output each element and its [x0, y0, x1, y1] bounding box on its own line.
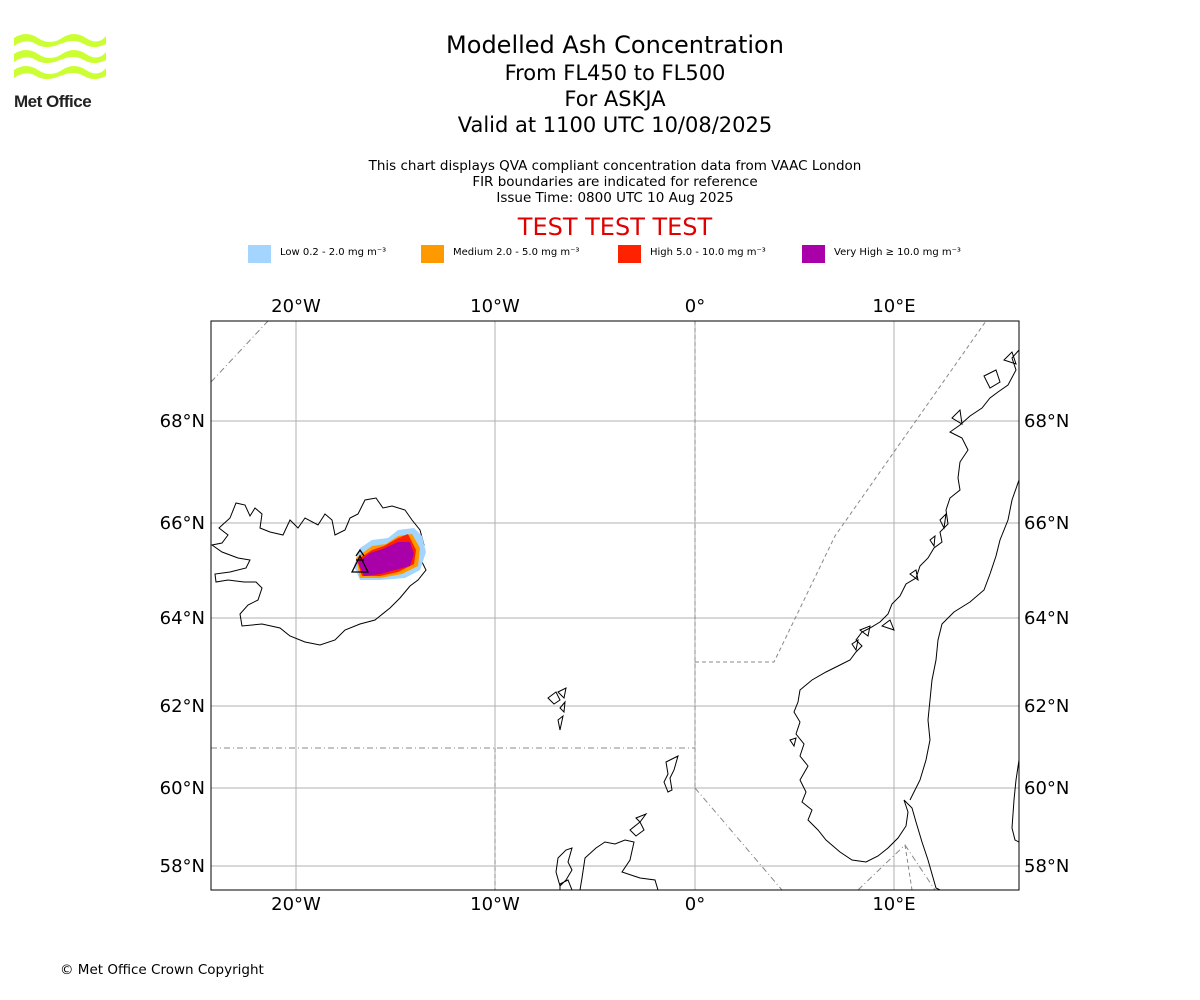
scotland-coast [555, 839, 659, 890]
met-office-logo-text: Met Office [14, 92, 92, 111]
map-content [211, 321, 1019, 890]
chart-subtitle-block: This chart displays QVA compliant concen… [300, 158, 930, 206]
legend-label-very-high: Very High ≥ 10.0 mg m⁻³ [834, 247, 961, 258]
ash-very-high [358, 542, 414, 576]
ash-cloud [354, 528, 426, 580]
fir-note: FIR boundaries are indicated for referen… [472, 174, 758, 190]
legend-swatch-medium [421, 245, 444, 263]
fir-boundaries [211, 321, 936, 890]
legend-label-high: High 5.0 - 10.0 mg m⁻³ [650, 247, 766, 258]
lat-label-left: 58°N [160, 856, 205, 877]
norway-coast [793, 349, 1019, 890]
legend-label-medium: Medium 2.0 - 5.0 mg m⁻³ [453, 247, 580, 258]
copyright-notice: © Met Office Crown Copyright [60, 962, 264, 978]
lon-label-top: 20°W [271, 296, 321, 317]
lon-label-top: 0° [685, 296, 705, 317]
met-office-logo: Met Office [14, 30, 108, 114]
lat-labels-left: 68°N 66°N 64°N 62°N 60°N 58°N [160, 411, 205, 877]
norway-islands [789, 351, 1017, 748]
valid-time: Valid at 1100 UTC 10/08/2025 [457, 113, 773, 137]
lon-labels-bottom: 20°W 10°W 0° 10°E [271, 894, 915, 915]
lat-label-right: 62°N [1024, 696, 1069, 717]
lon-label-bottom: 10°W [470, 894, 520, 915]
met-office-logo-icon [14, 34, 106, 79]
lat-label-left: 66°N [160, 513, 205, 534]
lat-label-left: 60°N [160, 778, 205, 799]
flight-level-range: From FL450 to FL500 [504, 61, 726, 85]
map-frame [210, 320, 1020, 891]
volcano-name: For ASKJA [564, 87, 666, 111]
lat-label-left: 68°N [160, 411, 205, 432]
shetland-coast [663, 755, 679, 793]
fir-boundaries-dashed [494, 321, 987, 890]
lat-label-right: 66°N [1024, 513, 1069, 534]
legend-swatch-low [248, 245, 271, 263]
legend-swatch-high [618, 245, 641, 263]
lat-labels-right: 68°N 66°N 64°N 62°N 60°N 58°N [1024, 411, 1069, 877]
lat-label-right: 60°N [1024, 778, 1069, 799]
lon-labels-top: 20°W 10°W 0° 10°E [271, 296, 915, 317]
legend-label-low: Low 0.2 - 2.0 mg m⁻³ [280, 247, 387, 258]
lon-label-top: 10°W [470, 296, 520, 317]
test-banner: TEST TEST TEST [517, 213, 713, 241]
volcano-icon [350, 548, 370, 573]
chart-title: Modelled Ash Concentration [446, 31, 784, 59]
issue-time: Issue Time: 0800 UTC 10 Aug 2025 [496, 190, 734, 206]
lat-label-left: 62°N [160, 696, 205, 717]
lon-label-bottom: 0° [685, 894, 705, 915]
chart-description: This chart displays QVA compliant concen… [368, 158, 862, 174]
lat-label-left: 64°N [160, 608, 205, 629]
faroe-coast [547, 687, 567, 731]
graticule [211, 321, 1019, 890]
legend-swatch-very-high [802, 245, 825, 263]
chart-title-block: Modelled Ash Concentration From FL450 to… [300, 30, 930, 138]
lat-label-right: 58°N [1024, 856, 1069, 877]
lon-label-bottom: 20°W [271, 894, 321, 915]
lon-label-bottom: 10°E [872, 894, 915, 915]
lat-label-right: 68°N [1024, 411, 1069, 432]
lon-label-top: 10°E [872, 296, 915, 317]
orkney-coast [629, 812, 648, 837]
coastlines [211, 349, 1019, 890]
lat-label-right: 64°N [1024, 608, 1069, 629]
